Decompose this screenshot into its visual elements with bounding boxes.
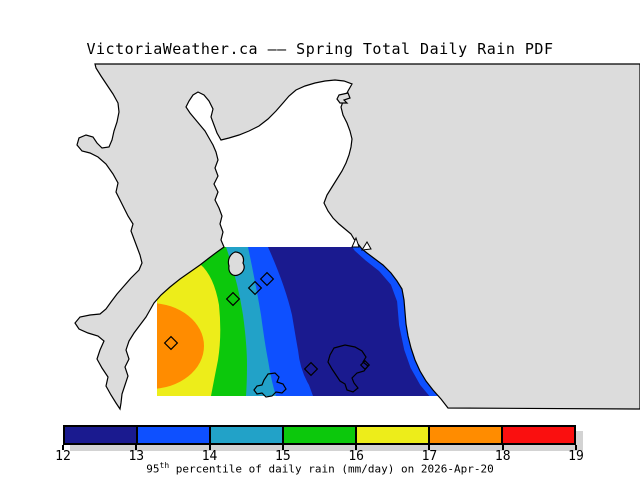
page-title: VictoriaWeather.ca —— Spring Total Daily… — [86, 40, 554, 58]
station-marker — [259, 271, 275, 287]
station-marker — [359, 359, 371, 371]
colorbar-segment-4 — [282, 427, 355, 443]
colorbar-ticklabel: 17 — [421, 449, 438, 464]
colorbar-ticklabel: 13 — [128, 449, 145, 464]
colorbar-segment-3 — [209, 427, 282, 443]
contour-band-orange — [157, 303, 204, 389]
colorbar-ticklabel: 14 — [201, 449, 218, 464]
colorbar-ticklabel: 15 — [275, 449, 291, 464]
colorbar-ticklabel: 16 — [348, 449, 364, 464]
colorbar-tickmark — [501, 445, 504, 450]
colorbar — [63, 425, 576, 445]
inlet-islet — [336, 92, 351, 104]
land-path — [74, 63, 640, 411]
colorbar-segment-5 — [355, 427, 428, 443]
caption-rest: percentile of daily rain (mm/day) on 202… — [169, 462, 494, 476]
station-marker — [303, 361, 319, 377]
colorbar-ticklabel: 12 — [55, 449, 71, 464]
colorbar-ticklabel: 18 — [494, 449, 511, 464]
colorbar-tickmark — [281, 445, 284, 450]
coast-spit-east — [361, 241, 372, 251]
island-outline-large — [327, 344, 369, 393]
colorbar-segment-6 — [428, 427, 501, 443]
colorbar-tickmark — [208, 445, 211, 450]
colorbar-ticklabel: 19 — [568, 449, 584, 464]
station-marker — [247, 280, 263, 296]
harbour-islet — [227, 251, 245, 277]
colorbar-segment-2 — [136, 427, 209, 443]
colorbar-tickmark — [355, 445, 358, 450]
colorbar-tickmark — [62, 445, 64, 450]
colorbar-tickmark — [135, 445, 138, 450]
station-marker — [163, 335, 179, 351]
colorbar-segment-1 — [65, 427, 136, 443]
colorbar-tickmark — [428, 445, 431, 450]
caption-superscript: th — [159, 461, 170, 470]
station-markers — [163, 271, 371, 377]
island-outline-small — [253, 372, 287, 398]
caption-base: 95 — [146, 462, 160, 476]
coast-spit-west — [351, 236, 360, 248]
colorbar-caption: 95th percentile of daily rain (mm/day) o… — [0, 461, 640, 476]
colorbar-segment-7 — [501, 427, 574, 443]
station-marker — [225, 291, 241, 307]
colorbar-tickmark — [575, 445, 577, 450]
